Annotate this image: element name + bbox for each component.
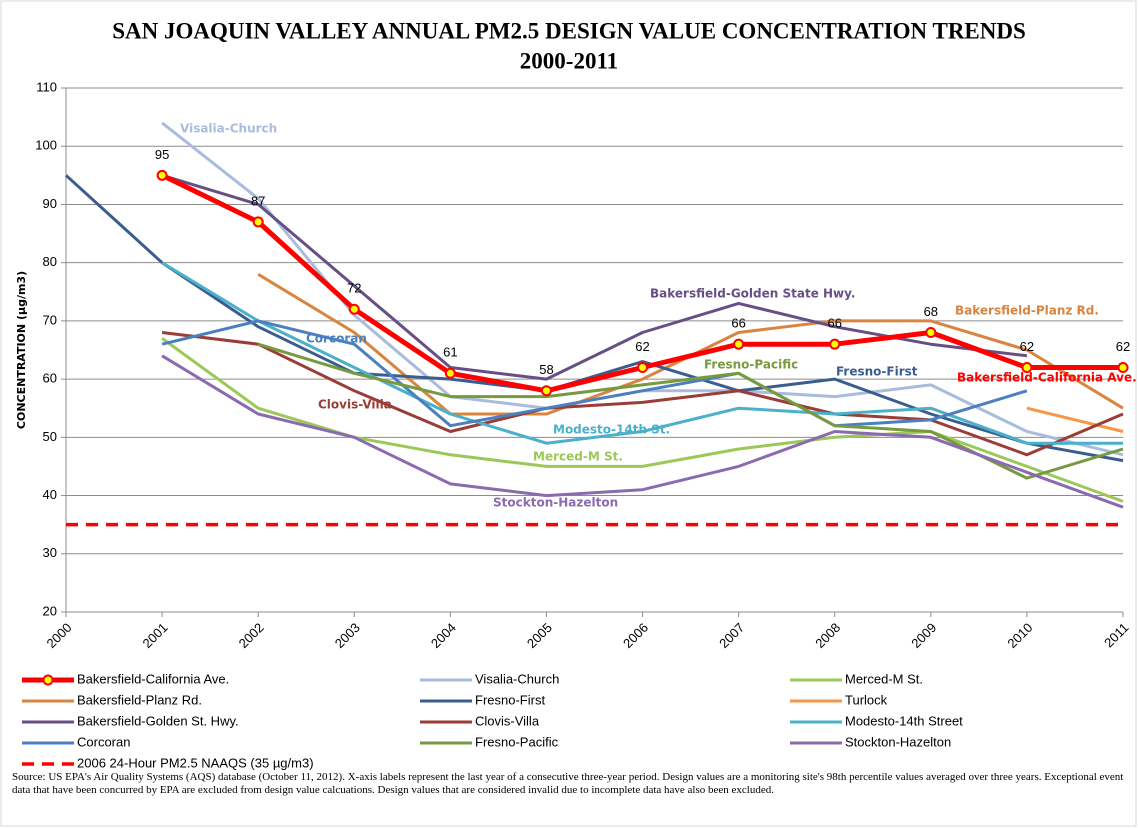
data-label: 72: [347, 281, 361, 296]
series-line: [161, 337, 1124, 503]
y-tick-label: 20: [43, 603, 57, 618]
series-annotation: Modesto-14th St.: [553, 423, 670, 437]
legend-label: Turlock: [845, 692, 888, 707]
legend-label: Bakersfield-Planz Rd.: [77, 692, 202, 707]
legend-label: Corcoran: [77, 734, 130, 749]
data-point: [156, 169, 168, 181]
data-label: 66: [827, 316, 841, 331]
series-annotation: Fresno-First: [836, 365, 918, 379]
data-point: [925, 327, 937, 339]
y-tick-label: 50: [43, 429, 57, 444]
x-tick-label: 2000: [43, 620, 74, 651]
data-point: [829, 338, 841, 350]
x-tick-label: 2006: [620, 620, 651, 651]
chart-subtitle: 2000-2011: [520, 48, 618, 73]
x-tick-label: 2010: [1004, 620, 1035, 651]
x-tick-label: 2002: [236, 620, 267, 651]
data-label: 68: [924, 304, 938, 319]
legend-label: Modesto-14th Street: [845, 713, 963, 728]
series-line: [161, 173, 1028, 381]
series-line: [1026, 406, 1124, 433]
y-tick-label: 100: [35, 138, 57, 153]
y-tick-label: 70: [43, 312, 57, 327]
series-line: [161, 261, 1123, 445]
x-tick-label: 2001: [140, 620, 171, 651]
data-point: [444, 367, 456, 379]
legend-marker: [42, 674, 54, 686]
series-annotation: Corcoran: [306, 332, 367, 346]
legend-label: Merced-M St.: [845, 671, 923, 686]
legend-label: Clovis-Villa: [475, 713, 540, 728]
series-annotation: Bakersfield-Planz Rd.: [955, 304, 1099, 318]
series-line: [161, 331, 1124, 457]
data-label: 61: [443, 345, 457, 360]
x-tick-label: 2004: [428, 620, 459, 651]
series-annotation: Clovis-Villa: [318, 398, 392, 412]
data-point: [540, 385, 552, 397]
data-point: [733, 338, 745, 350]
series-line: [161, 354, 1124, 509]
x-tick-label: 2008: [812, 620, 843, 651]
series-annotation: Visalia-Church: [180, 122, 277, 136]
data-point: [348, 303, 360, 315]
data-point: [1117, 361, 1129, 373]
x-tick-label: 2011: [1101, 620, 1131, 650]
data-label: 87: [251, 193, 265, 208]
data-point: [637, 361, 649, 373]
legend-label: Visalia-Church: [475, 671, 559, 686]
data-label: 95: [155, 147, 169, 162]
chart-title: SAN JOAQUIN VALLEY ANNUAL PM2.5 DESIGN V…: [112, 18, 1026, 43]
y-tick-label: 60: [43, 371, 57, 386]
legend-label: Stockton-Hazelton: [845, 734, 951, 749]
data-point: [1021, 361, 1033, 373]
y-axis-label: CONCENTRATION (µg/m3): [15, 271, 28, 429]
series-annotation: Stockton-Hazelton: [493, 496, 618, 510]
y-tick-label: 110: [36, 79, 57, 94]
series-annotation: Merced-M St.: [533, 450, 623, 464]
legend-label: Bakersfield-Golden St. Hwy.: [77, 713, 239, 728]
x-tick-label: 2009: [908, 620, 939, 651]
data-label: 58: [539, 362, 553, 377]
y-tick-label: 40: [43, 487, 57, 502]
data-label: 62: [635, 339, 649, 354]
legend-label: Fresno-Pacific: [475, 734, 559, 749]
y-tick-label: 90: [43, 196, 57, 211]
x-tick-label: 2007: [716, 620, 747, 651]
series-annotation: Bakersfield-California Ave.: [957, 371, 1137, 385]
series-line: [161, 319, 1028, 428]
x-tick-label: 2005: [524, 620, 555, 651]
data-point: [252, 216, 264, 228]
data-label: 66: [731, 316, 745, 331]
data-label: 62: [1020, 339, 1034, 354]
series-annotation: Fresno-Pacific: [704, 358, 798, 372]
source-note: Source: US EPA's Air Quality Systems (AQ…: [12, 771, 1124, 796]
legend-label: Fresno-First: [475, 692, 545, 707]
series-annotation: Bakersfield-Golden State Hwy.: [650, 287, 855, 301]
legend-label: 2006 24-Hour PM2.5 NAAQS (35 µg/m3): [77, 755, 314, 770]
y-tick-label: 80: [43, 254, 57, 269]
y-tick-label: 30: [43, 545, 57, 560]
legend-label: Bakersfield-California Ave.: [77, 671, 229, 686]
x-tick-label: 2003: [332, 620, 363, 651]
series-line: [64, 174, 1124, 463]
data-label: 62: [1116, 339, 1130, 354]
